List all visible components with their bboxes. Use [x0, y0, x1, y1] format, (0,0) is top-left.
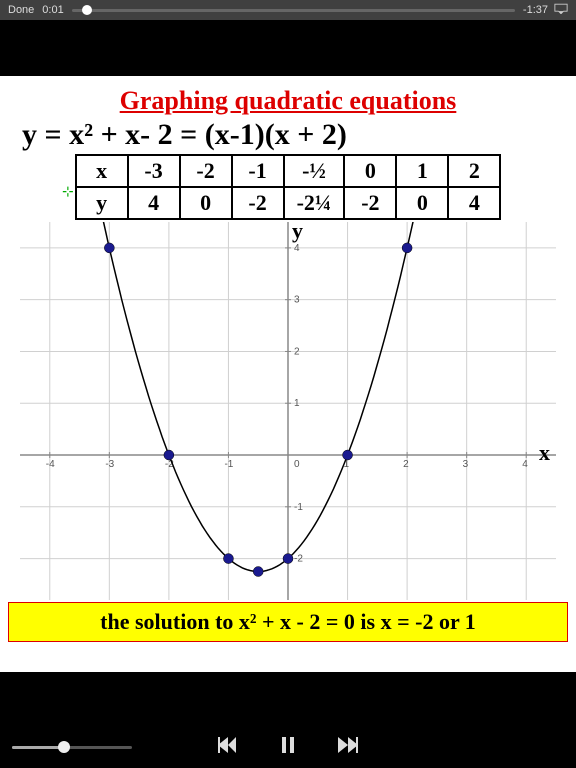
- svg-text:3: 3: [294, 295, 300, 306]
- next-button[interactable]: [338, 737, 358, 758]
- scrub-track[interactable]: [72, 9, 515, 12]
- prev-button[interactable]: [218, 737, 238, 758]
- letterbox-top: [0, 20, 576, 76]
- svg-text:2: 2: [294, 346, 300, 357]
- svg-text:-4: -4: [46, 459, 55, 470]
- remaining-time: -1:37: [523, 4, 548, 16]
- top-status-bar: Done 0:01 -1:37: [0, 0, 576, 20]
- player-controls: [0, 726, 576, 768]
- svg-text:-2: -2: [294, 554, 303, 565]
- volume-slider[interactable]: [12, 746, 132, 749]
- elapsed-time: 0:01: [42, 4, 63, 16]
- xy-table: x -3 -2 -1 -½ 0 1 2 y 4 0 -2 -2¼ -2 0 4: [75, 154, 502, 220]
- parabola-chart: y x -4-3-2-112341234-1-20: [20, 222, 556, 600]
- table-row: x -3 -2 -1 -½ 0 1 2: [76, 155, 501, 187]
- svg-text:4: 4: [522, 459, 528, 470]
- x-axis-label: x: [539, 440, 550, 466]
- svg-text:4: 4: [294, 243, 300, 254]
- chart-svg: -4-3-2-112341234-1-20: [20, 222, 556, 600]
- slide-equation: y = x² + x- 2 = (x-1)(x + 2): [0, 118, 576, 152]
- letterbox-bottom: [0, 672, 576, 726]
- slide-title: Graphing quadratic equations: [0, 76, 576, 116]
- svg-text:3: 3: [463, 459, 469, 470]
- row-header-x: x: [76, 155, 128, 187]
- cursor-mark-icon: ⊹: [62, 184, 74, 200]
- svg-text:-1: -1: [224, 459, 233, 470]
- svg-text:-3: -3: [105, 459, 114, 470]
- svg-text:2: 2: [403, 459, 409, 470]
- scrub-knob[interactable]: [82, 5, 92, 15]
- svg-text:-1: -1: [294, 502, 303, 513]
- table-row: y 4 0 -2 -2¼ -2 0 4: [76, 187, 501, 219]
- volume-fill: [12, 746, 60, 749]
- y-axis-label: y: [292, 218, 303, 244]
- done-button[interactable]: Done: [8, 4, 34, 16]
- pause-button[interactable]: [278, 737, 298, 758]
- volume-knob[interactable]: [58, 741, 70, 753]
- svg-text:0: 0: [294, 459, 300, 470]
- solution-text: the solution to x² + x - 2 = 0 is x = -2…: [8, 602, 568, 642]
- video-frame: Graphing quadratic equations y = x² + x-…: [0, 76, 576, 672]
- row-header-y: y: [76, 187, 128, 219]
- airplay-icon[interactable]: [554, 3, 568, 17]
- svg-text:1: 1: [294, 398, 300, 409]
